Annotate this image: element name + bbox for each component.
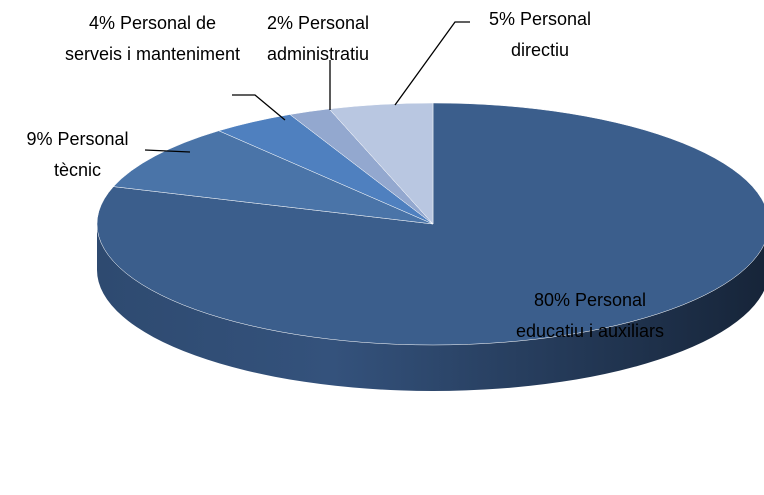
slice-label: 80% Personal educatiu i auxiliars xyxy=(500,285,680,347)
value-label: 2% xyxy=(266,13,293,33)
category-label: Personal directiu xyxy=(510,9,592,60)
category-label: Personal de serveis i manteniment xyxy=(64,13,241,64)
value-label: 5% xyxy=(488,9,515,29)
category-label: Personal administratiu xyxy=(266,13,370,64)
leader-line xyxy=(394,21,470,106)
pie-side xyxy=(97,224,764,391)
pie-slice xyxy=(328,102,434,225)
leader-line xyxy=(144,149,191,153)
slice-label: 5% Personal directiu xyxy=(470,4,610,66)
category-label: Personal educatiu i auxiliars xyxy=(515,290,665,341)
pie xyxy=(96,102,764,391)
category-label: Personal tècnic xyxy=(53,129,129,180)
slice-label: 4% Personal de serveis i manteniment xyxy=(60,8,245,70)
leader-line xyxy=(232,94,286,121)
pie-slice xyxy=(96,102,764,346)
value-label: 4% xyxy=(88,13,115,33)
value-label: 9% xyxy=(26,129,53,149)
slice-label: 2% Personal administratiu xyxy=(248,8,388,70)
value-label: 80% xyxy=(533,290,570,310)
pie-slice xyxy=(112,130,434,225)
slice-label: 9% Personal tècnic xyxy=(5,124,150,186)
